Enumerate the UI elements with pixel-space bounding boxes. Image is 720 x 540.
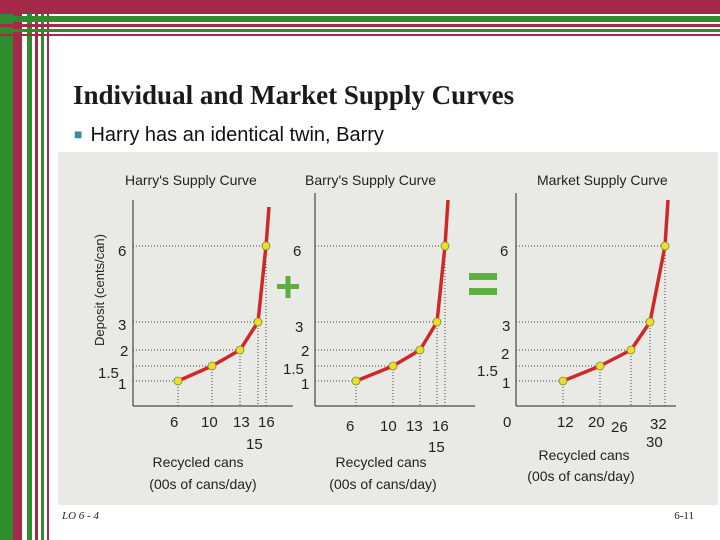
chart-1-y-tick-label: 2	[120, 343, 128, 360]
chart-1-y-axis-title: Deposit (cents/can)	[92, 234, 107, 346]
chart-1-x-tick-label: 13	[233, 414, 250, 431]
chart-1-point-6-1	[173, 376, 183, 386]
stripe-green-1	[0, 0, 13, 540]
chart-2-point-10-1.5	[388, 361, 398, 371]
chart-1-x-tick-label: 16	[258, 414, 275, 431]
chart-1-point-10-1.5	[207, 361, 217, 371]
chart-3-x-tick-label: 12	[557, 414, 574, 431]
chart-2-y-tick-label: 2	[301, 343, 309, 360]
equals-sign-top	[469, 273, 497, 280]
chart-3-x-tick-label: 30	[646, 434, 663, 451]
chart-2-x-axis-title: Recycled cans	[335, 454, 426, 470]
chart-1-point-16-6	[261, 241, 271, 251]
chart-panel	[58, 152, 718, 505]
chart-1-x-tick-label: 15	[246, 436, 263, 453]
chart-1-y-tick-label: 1	[118, 376, 126, 393]
chart-3-y-tick-label: 3	[502, 318, 510, 335]
chart-2-x-tick-label: 10	[380, 418, 397, 435]
chart-3-x-tick-label: 0	[503, 414, 511, 431]
chart-3-point-32-6	[660, 241, 670, 251]
stripe-red-2	[35, 0, 38, 540]
chart-3-supply-curve	[562, 199, 670, 383]
bullet-point: ■ Harry has an identical twin, Barry	[74, 124, 384, 147]
chart-1-x-tick-label: 6	[170, 414, 178, 431]
chart-3-y-tick-label: 6	[500, 243, 508, 260]
stripe-red-1	[13, 0, 22, 540]
chart-1-point-15-3	[253, 317, 263, 327]
chart-2-x-tick-label: 16	[432, 418, 449, 435]
chart-3-title: Market Supply Curve	[537, 172, 668, 188]
chart-3-point-20-1.5	[595, 361, 605, 371]
chart-2-x-axis-subtitle: (00s of cans/day)	[329, 476, 436, 492]
chart-3-point-26-2	[626, 345, 636, 355]
chart-2-point-16-6	[440, 241, 450, 251]
hstripe-red-3	[0, 34, 720, 36]
equals-sign-bottom	[469, 288, 497, 295]
chart-3-y-tick-label: 1	[502, 375, 510, 392]
chart-1-title: Harry's Supply Curve	[125, 172, 257, 188]
chart-3-x-axis-title: Recycled cans	[538, 447, 629, 463]
chart-2-y-tick-label: 1	[301, 376, 309, 393]
slide-title: Individual and Market Supply Curves	[73, 80, 515, 110]
chart-3-x-tick-label: 26	[611, 419, 628, 436]
chart-2-x-tick-label: 6	[346, 418, 354, 435]
chart-3-x-axis-subtitle: (00s of cans/day)	[527, 468, 634, 484]
hstripe-green-1	[0, 16, 720, 22]
chart-1-supply-curve	[177, 206, 271, 383]
chart-1-y-tick-label: 1.5	[98, 365, 119, 382]
chart-3-x-tick-label: 20	[588, 414, 605, 431]
stripe-green-3	[41, 0, 44, 540]
chart-2-y-tick-label: 1.5	[283, 361, 304, 378]
chart-3-y-tick-label: 2	[501, 346, 509, 363]
chart-1-point-13-2	[235, 345, 245, 355]
bullet-text: Harry has an identical twin, Barry	[90, 124, 384, 146]
stripe-red-3	[47, 0, 49, 540]
chart-2-y-tick-label: 6	[293, 243, 301, 260]
chart-2-x-tick-label: 15	[428, 439, 445, 456]
chart-3-y-tick-label: 1.5	[477, 363, 498, 380]
chart-2-point-15-3	[432, 317, 442, 327]
chart-2-y-tick-label: 3	[295, 319, 303, 336]
slide-number: 6-11	[674, 510, 694, 522]
bullet-square-icon: ■	[74, 126, 83, 142]
chart-2-point-6-1	[351, 376, 361, 386]
chart-1-x-axis-subtitle: (00s of cans/day)	[149, 476, 256, 492]
chart-1-y-tick-label: 6	[118, 243, 126, 260]
hstripe-red-top	[0, 0, 720, 14]
chart-3-x-tick-label: 32	[650, 416, 667, 433]
plus-sign-vertical	[285, 276, 291, 298]
chart-1-x-axis-title: Recycled cans	[152, 454, 243, 470]
chart-2-point-13-2	[415, 345, 425, 355]
chart-3-point-30-3	[645, 317, 655, 327]
learning-objective-label: LO 6 - 4	[62, 510, 99, 522]
chart-1-x-tick-label: 10	[201, 414, 218, 431]
stripe-green-2	[27, 0, 32, 540]
chart-2-supply-curve	[355, 199, 450, 383]
hstripe-red-2	[0, 24, 720, 27]
chart-1-y-tick-label: 3	[118, 317, 126, 334]
chart-2-x-tick-label: 13	[406, 418, 423, 435]
chart-3-point-12-1	[558, 376, 568, 386]
chart-2-title: Barry's Supply Curve	[305, 172, 436, 188]
hstripe-green-2	[0, 29, 720, 32]
